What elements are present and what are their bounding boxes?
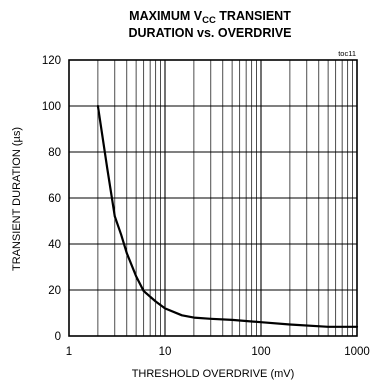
x-tick-label: 10 [159, 346, 172, 358]
y-tick-label: 120 [42, 55, 61, 67]
y-axis-label: TRANSIENT DURATION (µs) [11, 127, 23, 271]
chart-tag: toc11 [338, 49, 356, 58]
y-tick-label: 20 [48, 285, 61, 297]
y-tick-label: 80 [48, 147, 61, 159]
y-tick-label: 60 [48, 193, 61, 205]
x-tick-label: 100 [251, 346, 270, 358]
y-tick-label: 100 [42, 101, 61, 113]
x-axis-label: THRESHOLD OVERDRIVE (mV) [132, 368, 295, 380]
tick-labels: 1 10 100 1000 0 20 40 60 80 100 120 [42, 55, 370, 358]
x-tick-label: 1000 [344, 346, 370, 358]
x-tick-label: 1 [66, 346, 72, 358]
y-tick-label: 40 [48, 239, 61, 251]
chart-title-line2: DURATION vs. OVERDRIVE [129, 26, 292, 40]
grid [69, 60, 357, 336]
series-line [96, 104, 359, 328]
chart-title-line1: MAXIMUM VCC TRANSIENT [129, 9, 291, 26]
plot-frame [68, 59, 358, 337]
y-tick-label: 0 [55, 331, 61, 343]
